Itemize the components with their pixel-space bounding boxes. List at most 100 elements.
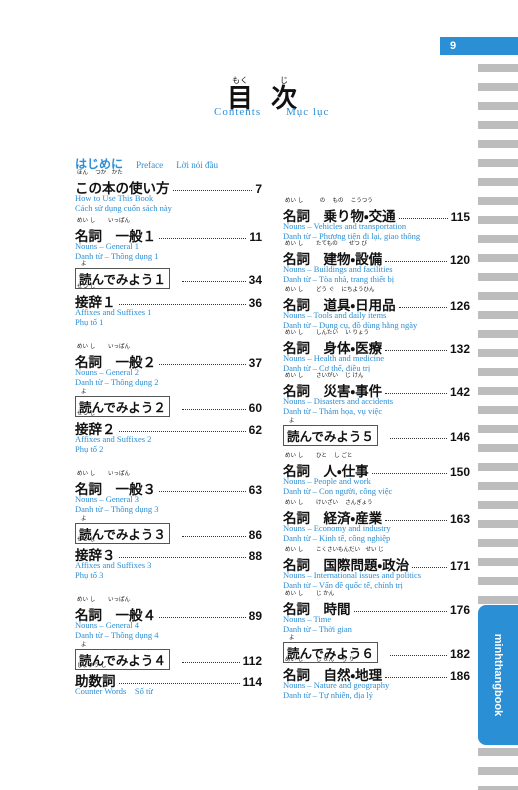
leader: [181, 409, 246, 410]
ruby: ほん つか かた: [77, 170, 123, 176]
toc-entry: ほん つか かた この本の使い方 7 How to Use This Book Cách…: [75, 169, 262, 213]
vietnamese: Danh từ – Thông dụng 4: [75, 630, 159, 640]
vietnamese: Danh từ – Cơ thể, điều trị: [283, 363, 371, 373]
english: Nouns – Vehicles and transportation: [283, 221, 407, 231]
vietnamese: Danh từ – Thảm họa, vụ việc: [283, 406, 383, 416]
side-tab-label: minhthangbook: [492, 633, 504, 717]
leader: [389, 438, 447, 439]
entry-title: 読んでみよう４: [75, 649, 170, 670]
page-ref: 86: [248, 528, 262, 542]
entry-title: 接辞３: [75, 548, 116, 564]
vietnamese: Danh từ – Thông dụng 3: [75, 504, 159, 514]
toc-entry: めい し たてもの せつ び名詞 建物・設備 120 Nouns – Buildin…: [283, 240, 470, 284]
title: 次: [270, 84, 297, 114]
toc-entry: せつ じ接辞３ 88 Affixes and Suffixes 3 Phụ tố 3: [75, 536, 262, 580]
ruby: めい し の もの こうつう: [285, 198, 373, 204]
page-ref: 186: [449, 669, 470, 683]
toc-entry: めい し じ かん 名詞 時間 176 Nouns – Time Danh từ – T…: [283, 590, 470, 634]
vietnamese: Danh từ – Vấn đề quốc tế, chính trị: [283, 580, 403, 590]
english: Affixes and Suffixes 2: [75, 434, 152, 444]
entry-title: 接辞１: [75, 295, 116, 311]
toc-entry: めい し ひと し ごと 名詞 人・仕事 150 Nouns – People and…: [283, 452, 470, 496]
leader: [412, 567, 447, 568]
entry-row: 名詞 一般１ 11: [75, 225, 262, 245]
ruby: せつ じ: [77, 411, 96, 417]
ruby: よ: [289, 635, 295, 641]
entry-row: この本の使い方 7: [75, 177, 262, 197]
entry-row: 名詞 一般４ 89: [75, 604, 262, 624]
entry-title: 名詞 一般３: [75, 482, 156, 498]
ruby: めい し こくさいもんだい せい じ: [285, 547, 384, 553]
vietnamese: Danh từ – Tự nhiên, địa lý: [283, 690, 374, 700]
toc-entry: せつ じ接辞１ 36 Affixes and Suffixes 1 Phụ tố 1: [75, 283, 262, 327]
title: 目: [226, 84, 253, 114]
ruby: めい し じ かん: [285, 591, 335, 597]
entry-row: 読んでみよう４ 112: [75, 649, 262, 670]
entry-row: 読んでみよう５ 146: [283, 425, 470, 446]
vietnamese: Danh từ – Dụng cụ, đồ dùng hằng ngày: [283, 320, 418, 330]
entry-row: 名詞 自然・地理 186: [283, 664, 470, 684]
entry-title: 読んでみよう５: [283, 425, 378, 446]
entry-title: 名詞 乗り物・交通: [283, 209, 396, 225]
leader: [385, 261, 447, 262]
english: Nouns – Disasters and accidents: [283, 396, 394, 406]
english: Counter Words Số từ: [75, 686, 153, 696]
page-ref: 163: [449, 512, 470, 526]
ruby: めい し し ぜん ち り: [285, 657, 355, 663]
intro-en: Preface: [136, 160, 164, 170]
entry-row: 名詞 道具・日用品 126: [283, 294, 470, 314]
ruby: めい し さいがい じ けん: [285, 373, 364, 379]
entry-row: 名詞 経済・産業 163: [283, 507, 470, 527]
leader: [118, 683, 240, 684]
ruby: めい し いっぱん: [77, 471, 130, 477]
page-ref: 7: [255, 182, 262, 196]
leader: [385, 677, 447, 678]
ruby: めい し どう ぐ にちようひん: [285, 287, 375, 293]
leader: [118, 304, 246, 305]
entry-title: 読んでみよう６: [283, 642, 378, 663]
page-ref: 114: [242, 675, 262, 689]
entry-title: この本の使い方: [75, 181, 170, 197]
entry-title: 読んでみよう１: [75, 268, 170, 289]
toc-entry: めい し どう ぐ にちようひん 名詞 道具・日用品 126 Nouns – Tool…: [283, 286, 470, 330]
page-ref: 88: [248, 549, 262, 563]
toc-entry: せつ じ接辞２ 62 Affixes and Suffixes 2 Phụ tố 2: [75, 410, 262, 454]
intro: はじめに Preface Lời nói đầu: [75, 153, 218, 172]
page-ref: 63: [248, 483, 262, 497]
english: Nouns – Time: [283, 614, 332, 624]
entry-row: 名詞 国際問題・政治 171: [283, 554, 470, 574]
entry-title: 読んでみよう３: [75, 523, 170, 544]
toc-entry: めい し いっぱん 名詞 一般１ 11 Nouns – General 1 Danh t…: [75, 217, 262, 261]
entry-title: 名詞 災害・事件: [283, 384, 383, 400]
page-ref: 132: [449, 342, 470, 356]
vietnamese: Danh từ – Thông dụng 2: [75, 377, 159, 387]
leader: [118, 557, 246, 558]
leader: [159, 364, 246, 365]
toc-entry: めい し こくさいもんだい せい じ名詞 国際問題・政治 171 Nouns – I…: [283, 546, 470, 590]
leader: [159, 238, 247, 239]
entry-row: 名詞 一般２ 37: [75, 351, 262, 371]
english: Nouns – General 1: [75, 241, 139, 251]
english: Nouns – People and work: [283, 476, 371, 486]
toc-entry: よ読んでみよう６ 182: [283, 634, 470, 663]
entry-title: 名詞 経済・産業: [283, 511, 383, 527]
leader: [371, 473, 447, 474]
entry-row: 読んでみよう２ 60: [75, 396, 262, 417]
entry-row: 接辞１ 36: [75, 291, 262, 311]
entry-row: 読んでみよう６ 182: [283, 642, 470, 663]
leader: [385, 393, 447, 394]
toc-entry: めい し いっぱん 名詞 一般３ 63 Nouns – General 3 Danh t…: [75, 470, 262, 514]
ruby: よ: [289, 418, 295, 424]
ruby: せつ じ: [77, 537, 96, 543]
ruby: もく: [232, 76, 248, 85]
leader: [385, 520, 447, 521]
title-char: もく目: [222, 75, 258, 113]
ruby: めい し いっぱん: [77, 218, 130, 224]
ruby: よ: [81, 642, 87, 648]
english: Nouns – General 2: [75, 367, 139, 377]
entry-title: 名詞 時間: [283, 602, 351, 618]
page-ref: 150: [449, 465, 470, 479]
leader: [159, 491, 246, 492]
page-number: 9: [440, 37, 518, 55]
